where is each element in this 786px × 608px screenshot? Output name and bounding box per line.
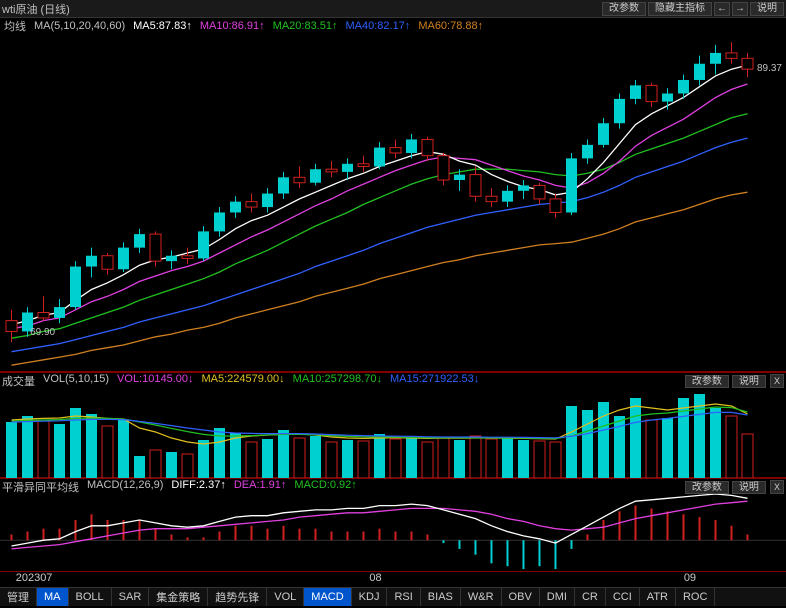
indicator-tab-管理[interactable]: 管理 (0, 588, 37, 606)
vol-close-icon[interactable]: X (770, 374, 784, 388)
time-tick-3: 09 (684, 572, 696, 584)
price-chart-panel: 89.37 69.90 (0, 34, 786, 372)
indicator-tab-boll[interactable]: BOLL (69, 588, 112, 606)
vol-change-params-button[interactable]: 改参数 (685, 375, 729, 388)
indicator-tab-atr[interactable]: ATR (640, 588, 676, 606)
indicator-tab-sar[interactable]: SAR (112, 588, 150, 606)
indicator-tab-cr[interactable]: CR (575, 588, 606, 606)
dea-label: DEA:1.91↑ (234, 479, 287, 495)
indicator-tab-集金策略[interactable]: 集金策略 (149, 588, 208, 606)
vol-ma5-label: MA5:224579.00↓ (202, 373, 285, 389)
volume-header: 成交量 VOL(5,10,15) VOL:10145.00↓ MA5:22457… (0, 372, 786, 388)
indicator-tab-roc[interactable]: ROC (676, 588, 715, 606)
vol-params: VOL(5,10,15) (43, 373, 109, 389)
chart-header: wti原油 (日线) 改参数 隐藏主指标 ← → 说明 (0, 0, 786, 18)
next-arrow-icon[interactable]: → (732, 2, 748, 16)
macd-label: MACD:0.92↑ (294, 479, 356, 495)
diff-label: DIFF:2.37↑ (171, 479, 225, 495)
ma60-label: MA60:78.88↑ (418, 20, 483, 32)
indicator-tab-趋势先锋[interactable]: 趋势先锋 (208, 588, 267, 606)
indicator-tab-obv[interactable]: OBV (502, 588, 540, 606)
macd-panel (0, 494, 786, 572)
hide-main-indicator-button[interactable]: 隐藏主指标 (648, 2, 712, 16)
vol-prefix: 成交量 (2, 373, 35, 389)
ma5-label: MA5:87.83↑ (133, 20, 192, 32)
ma10-label: MA10:86.91↑ (200, 20, 265, 32)
macd-params: MACD(12,26,9) (87, 479, 163, 495)
macd-change-params-button[interactable]: 改参数 (685, 481, 729, 494)
time-tick-2: 08 (369, 572, 381, 584)
header-controls: 改参数 隐藏主指标 ← → 说明 (602, 2, 784, 16)
indicator-tab-vol[interactable]: VOL (267, 588, 304, 606)
indicator-tab-rsi[interactable]: RSI (387, 588, 420, 606)
macd-svg (0, 494, 786, 572)
change-params-button[interactable]: 改参数 (602, 2, 646, 16)
vol-ma15-label: MA15:271922.53↓ (390, 373, 479, 389)
indicator-tab-ma[interactable]: MA (37, 588, 69, 606)
ma-prefix: 均线 (4, 18, 26, 34)
prev-arrow-icon[interactable]: ← (714, 2, 730, 16)
volume-svg (0, 388, 786, 478)
explain-button[interactable]: 说明 (750, 2, 784, 16)
vol-label: VOL:10145.00↓ (117, 373, 193, 389)
macd-explain-button[interactable]: 说明 (732, 481, 766, 494)
indicator-tab-w&r[interactable]: W&R (461, 588, 502, 606)
indicator-tab-kdj[interactable]: KDJ (352, 588, 388, 606)
indicator-tabs: 管理MABOLLSAR集金策略趋势先锋VOLMACDKDJRSIBIASW&RO… (0, 588, 786, 606)
ma-params: MA(5,10,20,40,60) (34, 20, 125, 32)
time-axis: 202307 08 09 (0, 572, 786, 588)
ma-legend: 均线 MA(5,10,20,40,60) MA5:87.83↑ MA10:86.… (0, 18, 786, 34)
chart-title: wti原油 (日线) (2, 1, 70, 17)
indicator-tab-cci[interactable]: CCI (606, 588, 640, 606)
macd-close-icon[interactable]: X (770, 480, 784, 494)
macd-header: 平滑异同平均线 MACD(12,26,9) DIFF:2.37↑ DEA:1.9… (0, 478, 786, 494)
vol-ma10-label: MA10:257298.70↓ (293, 373, 382, 389)
indicator-tab-dmi[interactable]: DMI (540, 588, 575, 606)
volume-panel (0, 388, 786, 478)
indicator-tab-macd[interactable]: MACD (304, 588, 351, 606)
ma40-label: MA40:82.17↑ (345, 20, 410, 32)
time-tick-1: 202307 (16, 572, 53, 584)
ma20-label: MA20:83.51↑ (273, 20, 338, 32)
price-svg (0, 34, 786, 372)
indicator-tab-bias[interactable]: BIAS (421, 588, 461, 606)
macd-prefix: 平滑异同平均线 (2, 479, 79, 495)
vol-explain-button[interactable]: 说明 (732, 375, 766, 388)
